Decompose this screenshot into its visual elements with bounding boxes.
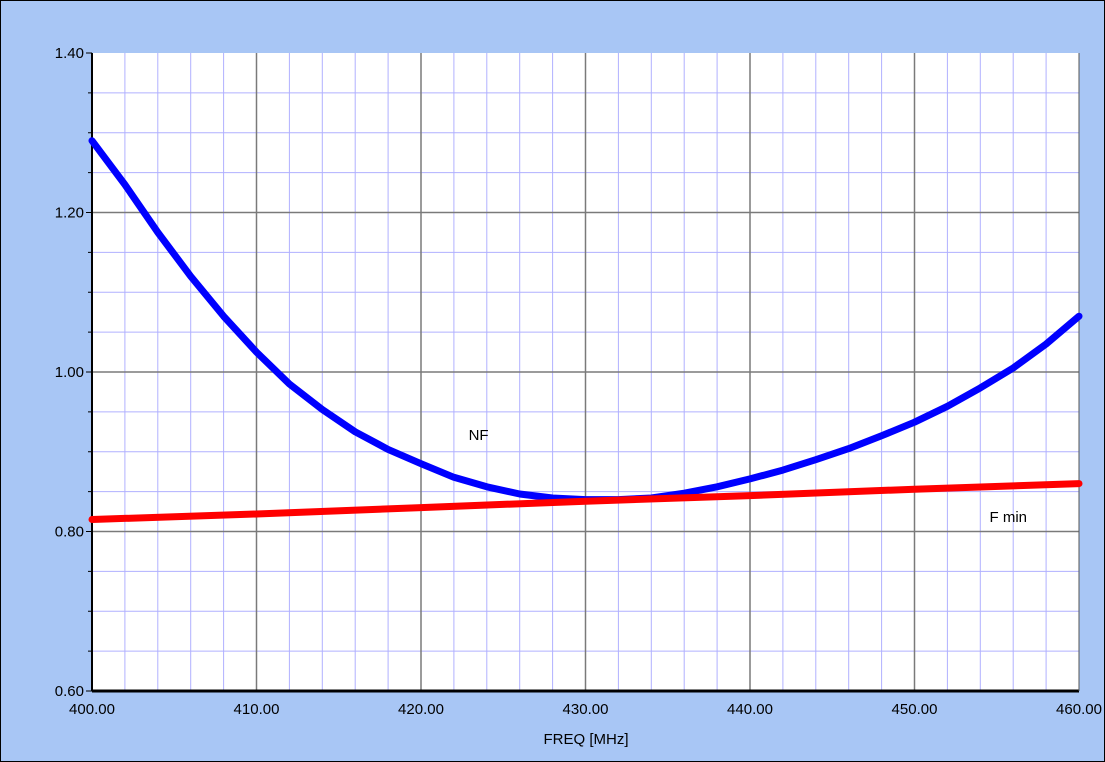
series-label-nf: NF bbox=[469, 427, 489, 444]
y-tick-label: 1.00 bbox=[55, 364, 84, 381]
x-tick-label: 430.00 bbox=[563, 701, 609, 718]
y-tick-label: 1.40 bbox=[55, 45, 84, 62]
y-tick-label: 0.80 bbox=[55, 524, 84, 541]
series-line-f-min bbox=[88, 480, 1083, 523]
x-tick-label: 460.00 bbox=[1056, 701, 1102, 718]
y-tick-label: 1.20 bbox=[55, 205, 84, 222]
x-tick-label: 420.00 bbox=[398, 701, 444, 718]
grid-layer bbox=[92, 53, 1079, 691]
x-tick-label: 400.00 bbox=[69, 701, 115, 718]
x-tick-label: 440.00 bbox=[727, 701, 773, 718]
series-layer bbox=[88, 137, 1083, 523]
label-layer: 400.00 410.00 420.00 430.00 440.00 450.00 460.… bbox=[55, 45, 1102, 718]
x-tick-label: 450.00 bbox=[892, 701, 938, 718]
axis-layer bbox=[86, 52, 1080, 693]
x-axis-title: FREQ [MHz] bbox=[544, 731, 629, 748]
x-tick-label: 410.00 bbox=[234, 701, 280, 718]
series-label-f-min: F min bbox=[990, 509, 1028, 526]
y-tick-label: 0.60 bbox=[55, 683, 84, 700]
